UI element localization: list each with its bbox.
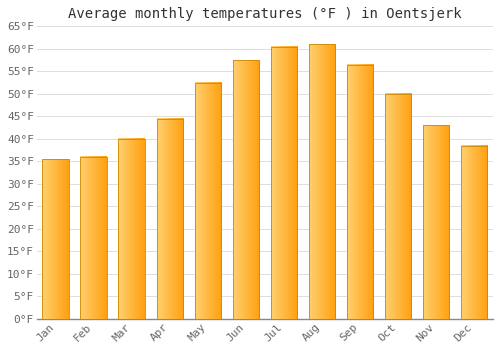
Bar — [346, 64, 374, 319]
Bar — [42, 159, 69, 319]
Bar — [194, 83, 221, 319]
Bar — [422, 125, 450, 319]
Bar — [270, 47, 297, 319]
Bar — [460, 146, 487, 319]
Bar — [308, 44, 335, 319]
Bar — [384, 94, 411, 319]
Bar — [80, 157, 107, 319]
Bar — [232, 60, 259, 319]
Title: Average monthly temperatures (°F ) in Oentsjerk: Average monthly temperatures (°F ) in Oe… — [68, 7, 462, 21]
Bar — [156, 119, 183, 319]
Bar — [118, 139, 145, 319]
